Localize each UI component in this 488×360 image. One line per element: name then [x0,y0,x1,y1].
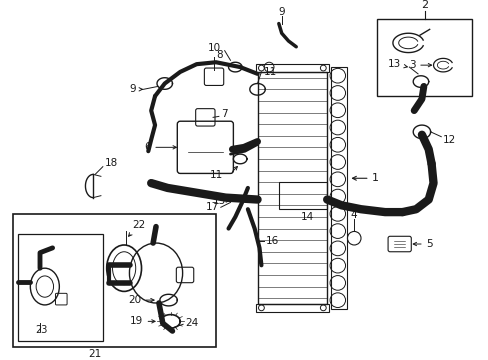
Text: 1: 1 [371,173,378,183]
Bar [255,304,328,312]
Bar [278,182,326,209]
Text: 9: 9 [129,84,142,94]
Text: 6: 6 [144,142,151,152]
Text: 19: 19 [130,316,143,327]
Text: 15: 15 [212,195,229,206]
Text: 2: 2 [420,0,427,10]
Text: 23: 23 [35,325,47,335]
Bar [330,67,346,309]
Text: 20: 20 [128,295,141,305]
Text: 12: 12 [442,135,455,145]
Bar [13,214,216,347]
Text: 13: 13 [386,59,407,69]
Text: 10: 10 [207,43,221,53]
Text: 8: 8 [216,50,222,59]
Bar [377,19,471,96]
Text: 7: 7 [221,109,227,120]
Text: 11: 11 [263,67,276,77]
Bar [255,64,328,72]
Text: 14: 14 [301,212,314,222]
Text: 9: 9 [278,7,285,17]
Text: 11: 11 [209,170,223,180]
Bar [18,234,102,341]
Text: 21: 21 [88,350,102,359]
Text: 22: 22 [128,220,145,236]
Text: 18: 18 [104,158,118,168]
Bar [257,72,326,304]
Text: 3: 3 [408,60,415,70]
Text: 24: 24 [184,318,198,328]
Text: 17: 17 [205,202,219,212]
Text: 4: 4 [350,210,357,220]
Text: 5: 5 [425,239,431,249]
Text: 16: 16 [265,236,279,246]
